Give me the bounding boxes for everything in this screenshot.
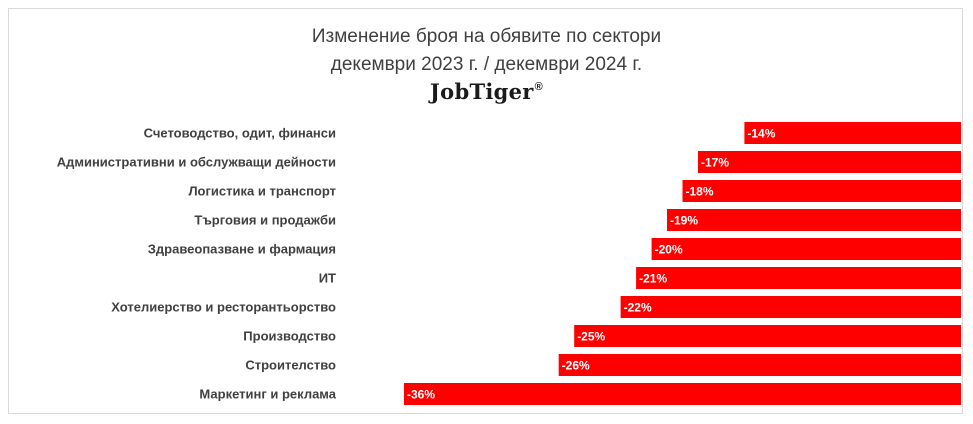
chart-subtitle: декември 2023 г. / декември 2024 г.	[330, 54, 643, 75]
category-label: Здравеопазване и фармация	[148, 242, 336, 257]
bar	[404, 383, 961, 405]
data-label: -18%	[686, 185, 714, 199]
data-label: -36%	[407, 388, 435, 402]
data-label: -21%	[639, 272, 667, 286]
bar	[698, 151, 961, 173]
registered-mark: ®	[534, 81, 544, 93]
bar	[620, 296, 961, 318]
category-label: Търговия и продажби	[194, 213, 336, 228]
category-label: ИТ	[319, 271, 336, 286]
bar	[744, 122, 961, 144]
bar	[558, 354, 961, 376]
bar	[682, 180, 961, 202]
bar	[636, 267, 961, 289]
logo-text: JobTiger	[429, 79, 534, 104]
category-label: Строителство	[245, 358, 336, 373]
chart-title: Изменение броя на обявите по сектори	[311, 26, 662, 47]
category-label: Логистика и транспорт	[188, 184, 336, 199]
data-label: -26%	[562, 359, 590, 373]
bar	[667, 209, 961, 231]
category-label: Счетоводство, одит, финанси	[144, 126, 336, 141]
jobtiger-logo: JobTiger®	[0, 79, 973, 104]
data-label: -25%	[577, 330, 605, 344]
bar	[574, 325, 961, 347]
chart-frame	[8, 8, 963, 414]
data-label: -17%	[701, 156, 729, 170]
data-label: -22%	[624, 301, 652, 315]
category-label: Производство	[243, 329, 336, 344]
data-label: -19%	[670, 214, 698, 228]
category-label: Хотелиерство и ресторантьорство	[111, 300, 336, 315]
category-label: Маркетинг и реклама	[199, 387, 336, 402]
category-label: Административни и обслужващи дейности	[57, 155, 336, 170]
bar	[651, 238, 961, 260]
data-label: -20%	[655, 243, 683, 257]
data-label: -14%	[747, 127, 775, 141]
